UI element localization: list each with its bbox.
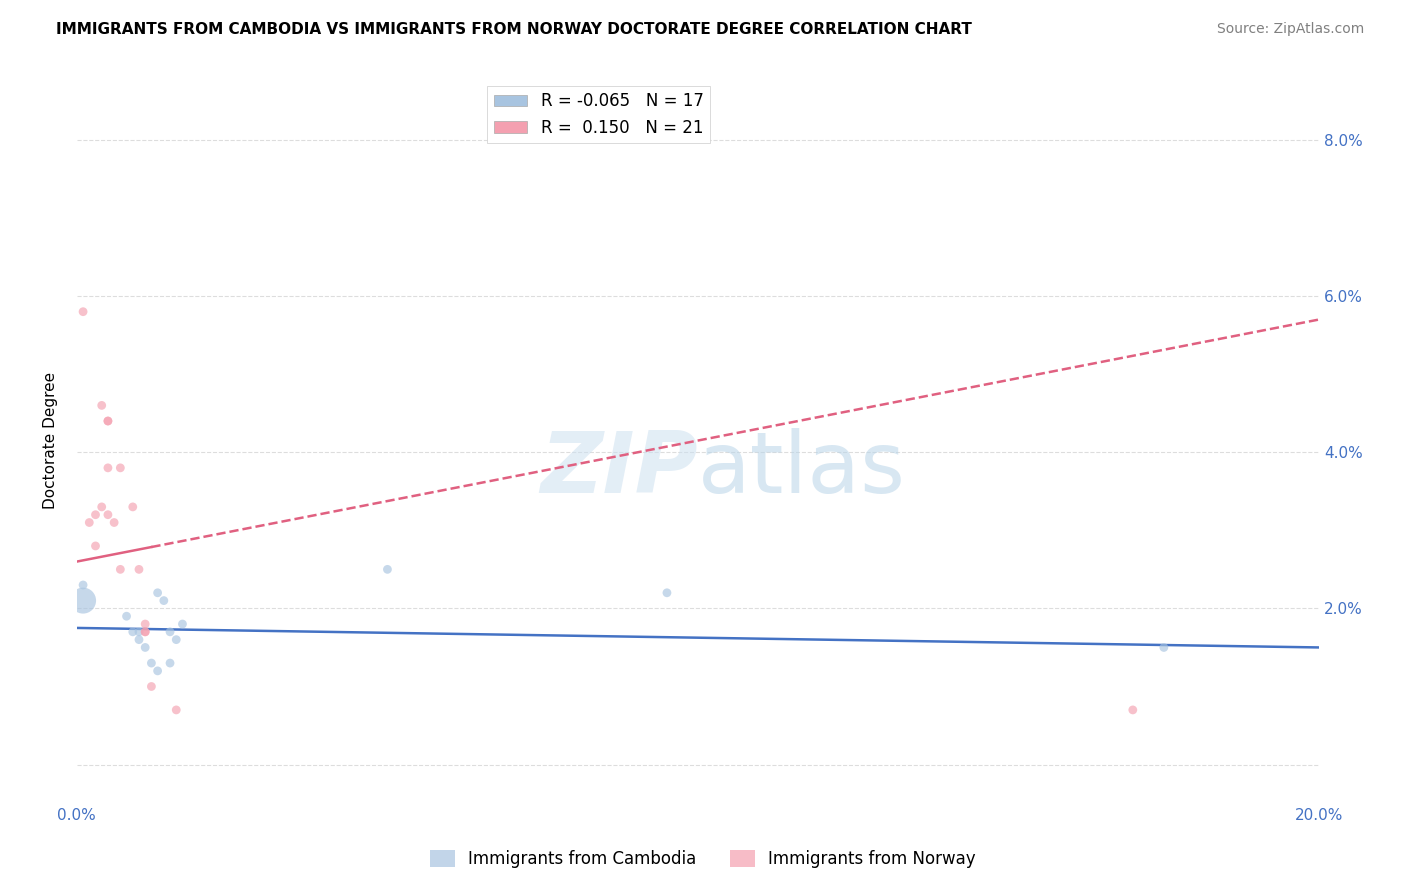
Point [128,562,150,576]
Point [72,304,94,318]
Point [110,461,132,475]
Point [121,624,143,639]
Point [159,656,181,670]
Y-axis label: Doctorate Degree: Doctorate Degree [44,372,58,509]
Legend: R = -0.065   N = 17, R =  0.150   N = 21: R = -0.065 N = 17, R = 0.150 N = 21 [488,86,710,144]
Text: ZIP: ZIP [540,428,697,511]
Point [165,703,187,717]
Point [655,586,678,600]
Point [134,640,156,655]
Point [72,578,94,592]
Point [84,508,107,522]
Point [97,508,120,522]
Point [97,414,120,428]
Point [90,500,112,514]
Point [377,562,399,576]
Point [146,664,169,678]
Point [1153,640,1175,655]
Point [128,632,150,647]
Text: IMMIGRANTS FROM CAMBODIA VS IMMIGRANTS FROM NORWAY DOCTORATE DEGREE CORRELATION : IMMIGRANTS FROM CAMBODIA VS IMMIGRANTS F… [56,22,972,37]
Point [128,624,150,639]
Point [141,656,163,670]
Point [172,617,194,632]
Point [79,516,101,530]
Text: Source: ZipAtlas.com: Source: ZipAtlas.com [1216,22,1364,37]
Point [141,680,163,694]
Point [165,632,187,647]
Point [84,539,107,553]
Point [134,624,156,639]
Point [72,593,94,607]
Point [146,586,169,600]
Point [97,414,120,428]
Point [121,500,143,514]
Point [115,609,138,624]
Legend: Immigrants from Cambodia, Immigrants from Norway: Immigrants from Cambodia, Immigrants fro… [423,843,983,875]
Text: atlas: atlas [697,428,905,511]
Point [90,398,112,412]
Point [134,624,156,639]
Point [97,461,120,475]
Point [103,516,125,530]
Point [1122,703,1144,717]
Point [134,617,156,632]
Point [153,593,176,607]
Point [159,624,181,639]
Point [110,562,132,576]
